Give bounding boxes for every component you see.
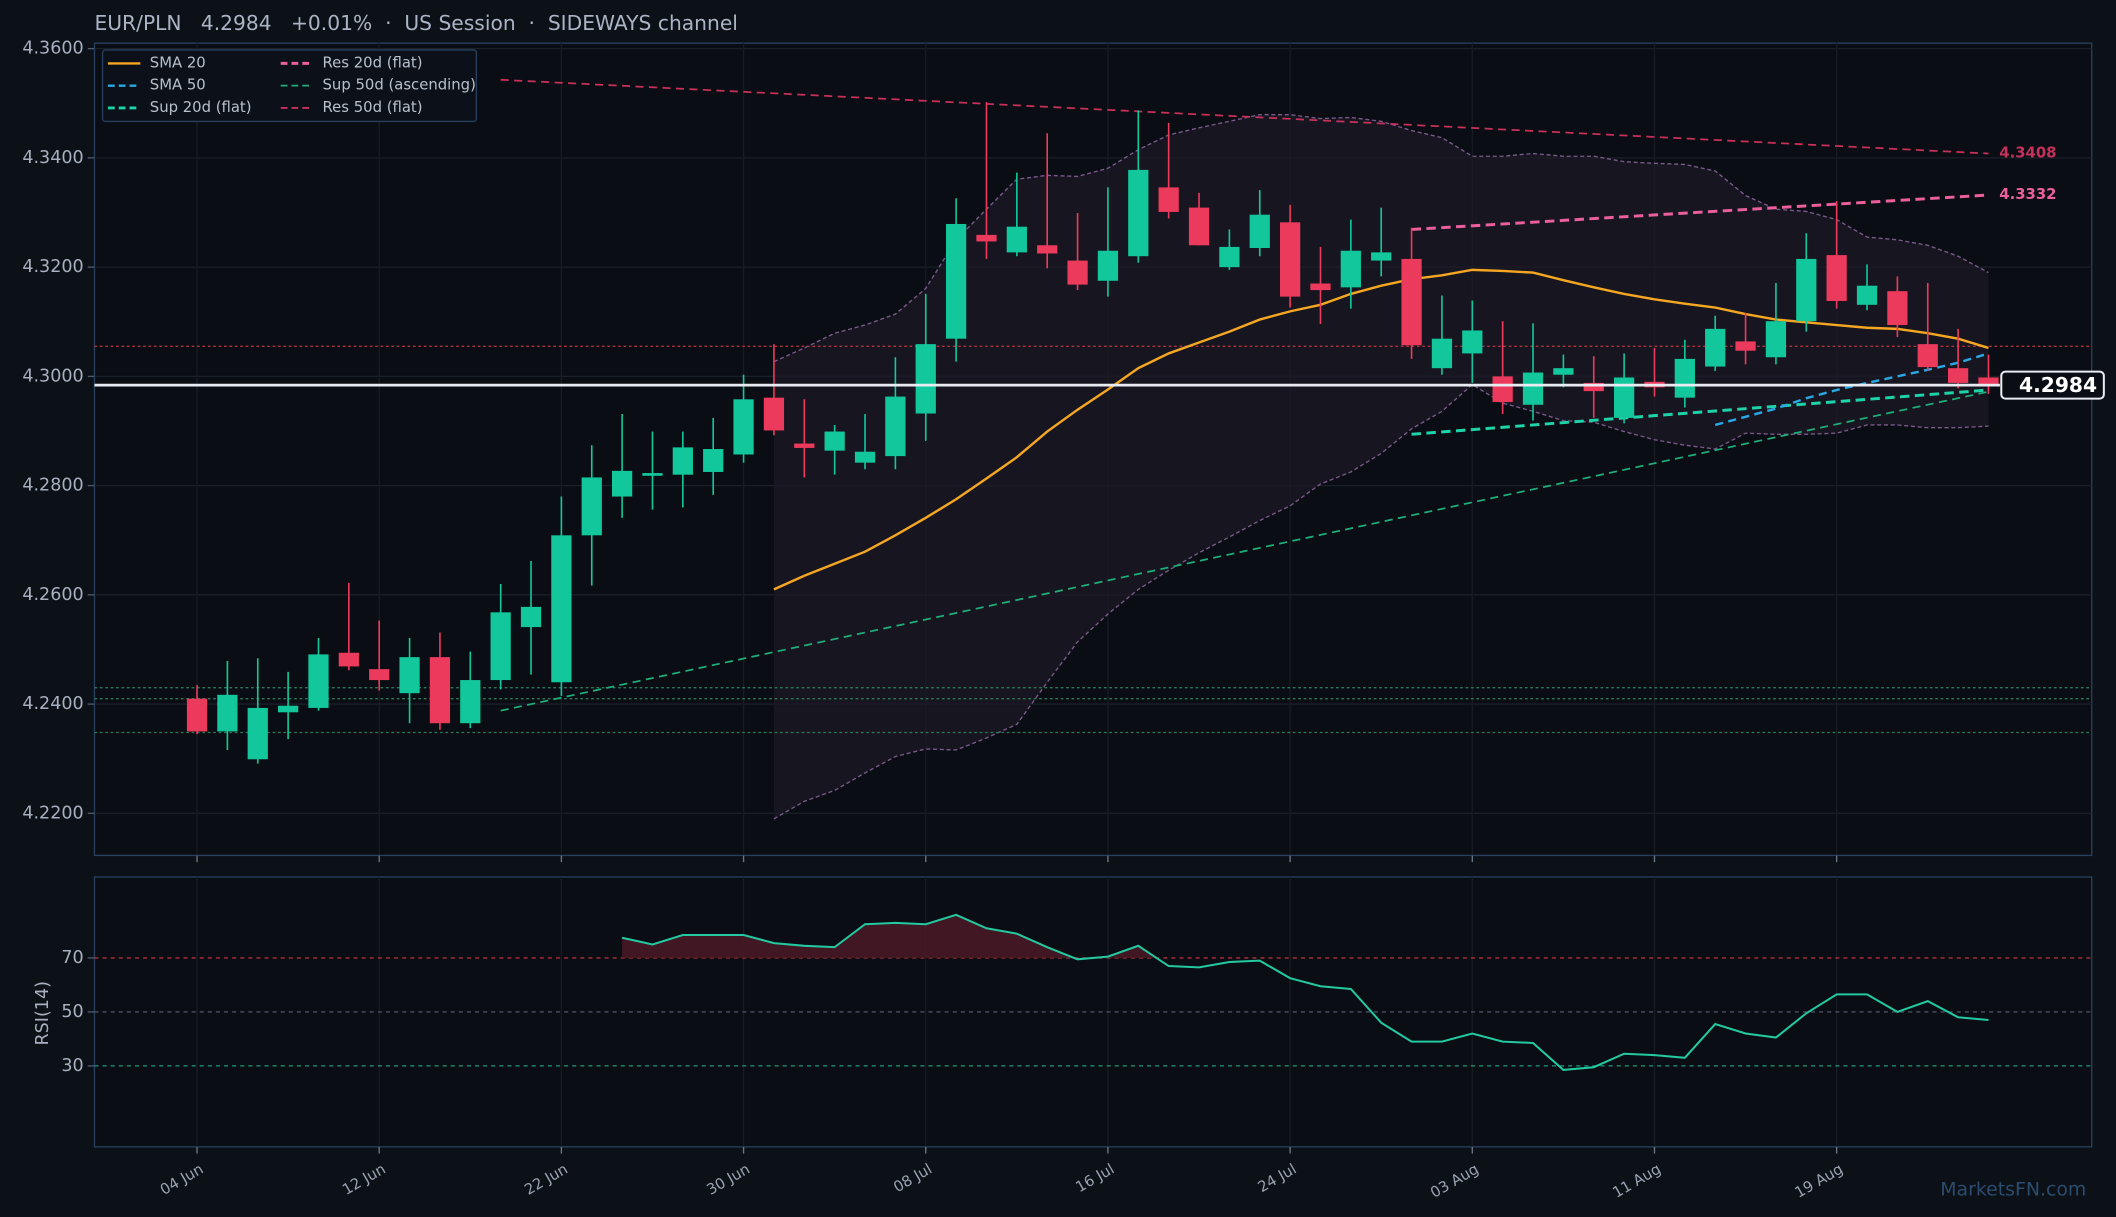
candle-body [611, 470, 633, 497]
candle-body [733, 399, 754, 455]
candle-body [1765, 321, 1787, 358]
candle-body [399, 657, 420, 694]
candle-body [1674, 358, 1695, 398]
rsi-line [621, 913, 1989, 1071]
chart-title: EUR/PLN 4.2984 +0.01% · US Session · SID… [94, 11, 737, 35]
y-tick-label: 50 [61, 1002, 83, 1022]
candle-body [186, 698, 208, 732]
candle-body [1401, 258, 1422, 346]
candle-body [1371, 252, 1392, 261]
candle-body [581, 477, 602, 536]
candle-body [824, 431, 845, 451]
candle-body [1462, 330, 1483, 354]
moving-average [773, 268, 1989, 591]
candle-body [429, 657, 451, 724]
candle-body [794, 443, 815, 448]
candle-body [672, 447, 693, 475]
candle-body [1006, 226, 1027, 253]
legend-label: SMA 20 [150, 54, 206, 71]
trendline [1411, 193, 1989, 231]
candle-body [703, 449, 724, 472]
candle-body [1279, 222, 1301, 297]
candle-body [1128, 169, 1149, 257]
candle-body [1188, 207, 1210, 246]
legend-box [101, 49, 478, 123]
legend-label: Res 50d (flat) [323, 99, 423, 116]
candle-body [551, 535, 572, 683]
y-tick-label: 4.2800 [22, 476, 83, 496]
candle-body [763, 397, 785, 431]
legend-label: Sup 20d (flat) [150, 99, 252, 116]
last-price-box [2000, 370, 2105, 400]
candle-body [1613, 377, 1635, 418]
y-tick-label: 4.3600 [22, 39, 83, 59]
candle-body [1067, 260, 1088, 285]
trendline [500, 390, 1989, 712]
last-price-label: 4.2984 [2019, 373, 2097, 397]
candle-body [369, 669, 390, 681]
candle-body [642, 473, 663, 476]
candle-body [1917, 344, 1938, 368]
candle-body [915, 344, 936, 414]
candle-body [1826, 255, 1847, 301]
y-tick-label: 4.3400 [22, 148, 83, 168]
candle-body [1978, 377, 1999, 386]
trendline-label: 4.3408 [1999, 145, 2056, 162]
candle-body [217, 694, 238, 732]
candle-body [885, 396, 906, 457]
candle-body [490, 612, 511, 681]
candle-body [1947, 368, 1969, 383]
candle-body [1887, 291, 1908, 326]
rsi-axis-label: RSI(14) [33, 981, 53, 1045]
candle-body [1735, 341, 1756, 351]
y-tick-label: 4.2400 [22, 694, 83, 714]
legend-label: Res 20d (flat) [323, 54, 423, 71]
trendline [1411, 388, 1989, 436]
candle-body [854, 451, 876, 463]
overbought-fill [622, 914, 1989, 958]
candle-body [1705, 328, 1726, 367]
y-tick-label: 4.3000 [22, 366, 83, 386]
y-tick-label: 4.2200 [22, 803, 83, 823]
candle-body [520, 606, 542, 628]
trendline [500, 78, 1989, 155]
y-tick-label: 30 [61, 1056, 83, 1076]
legend-label: SMA 50 [150, 77, 206, 94]
candle-body [247, 707, 268, 760]
candle-body [945, 223, 967, 339]
candle-body [1158, 187, 1179, 212]
y-tick-label: 70 [61, 948, 83, 968]
band-fill [773, 114, 1989, 819]
candle-body [1796, 258, 1817, 322]
candle-body [1583, 382, 1604, 392]
candle-body [1553, 368, 1574, 375]
candle-body [460, 680, 481, 724]
candle-body [1431, 338, 1453, 369]
legend-label: Sup 50d (ascending) [323, 77, 476, 94]
candle-body [308, 654, 329, 708]
candle-body [277, 705, 299, 713]
trendline-label: 4.3332 [1999, 186, 2056, 203]
candle-body [1856, 285, 1878, 305]
candle-body [976, 234, 997, 242]
y-tick-label: 4.3200 [22, 257, 83, 277]
moving-average [1714, 352, 1989, 427]
candle-body [1492, 376, 1513, 403]
candle-body [1097, 250, 1119, 281]
plot-layer: 4.2200 4.2400 4.2600 4.2800 4.3000 4.3200 4.34… [22, 39, 2105, 1202]
candle-body [1340, 250, 1361, 288]
candle-body [338, 652, 359, 667]
candle-body [1219, 246, 1240, 268]
candle-body [1310, 283, 1331, 291]
candle-body [1037, 245, 1058, 254]
y-tick-label: 4.2600 [22, 585, 83, 605]
candle-body [1522, 372, 1544, 405]
watermark: MarketsFN.com [1940, 1179, 2086, 1201]
band-upper [773, 114, 1989, 363]
candle-body [1249, 214, 1270, 249]
